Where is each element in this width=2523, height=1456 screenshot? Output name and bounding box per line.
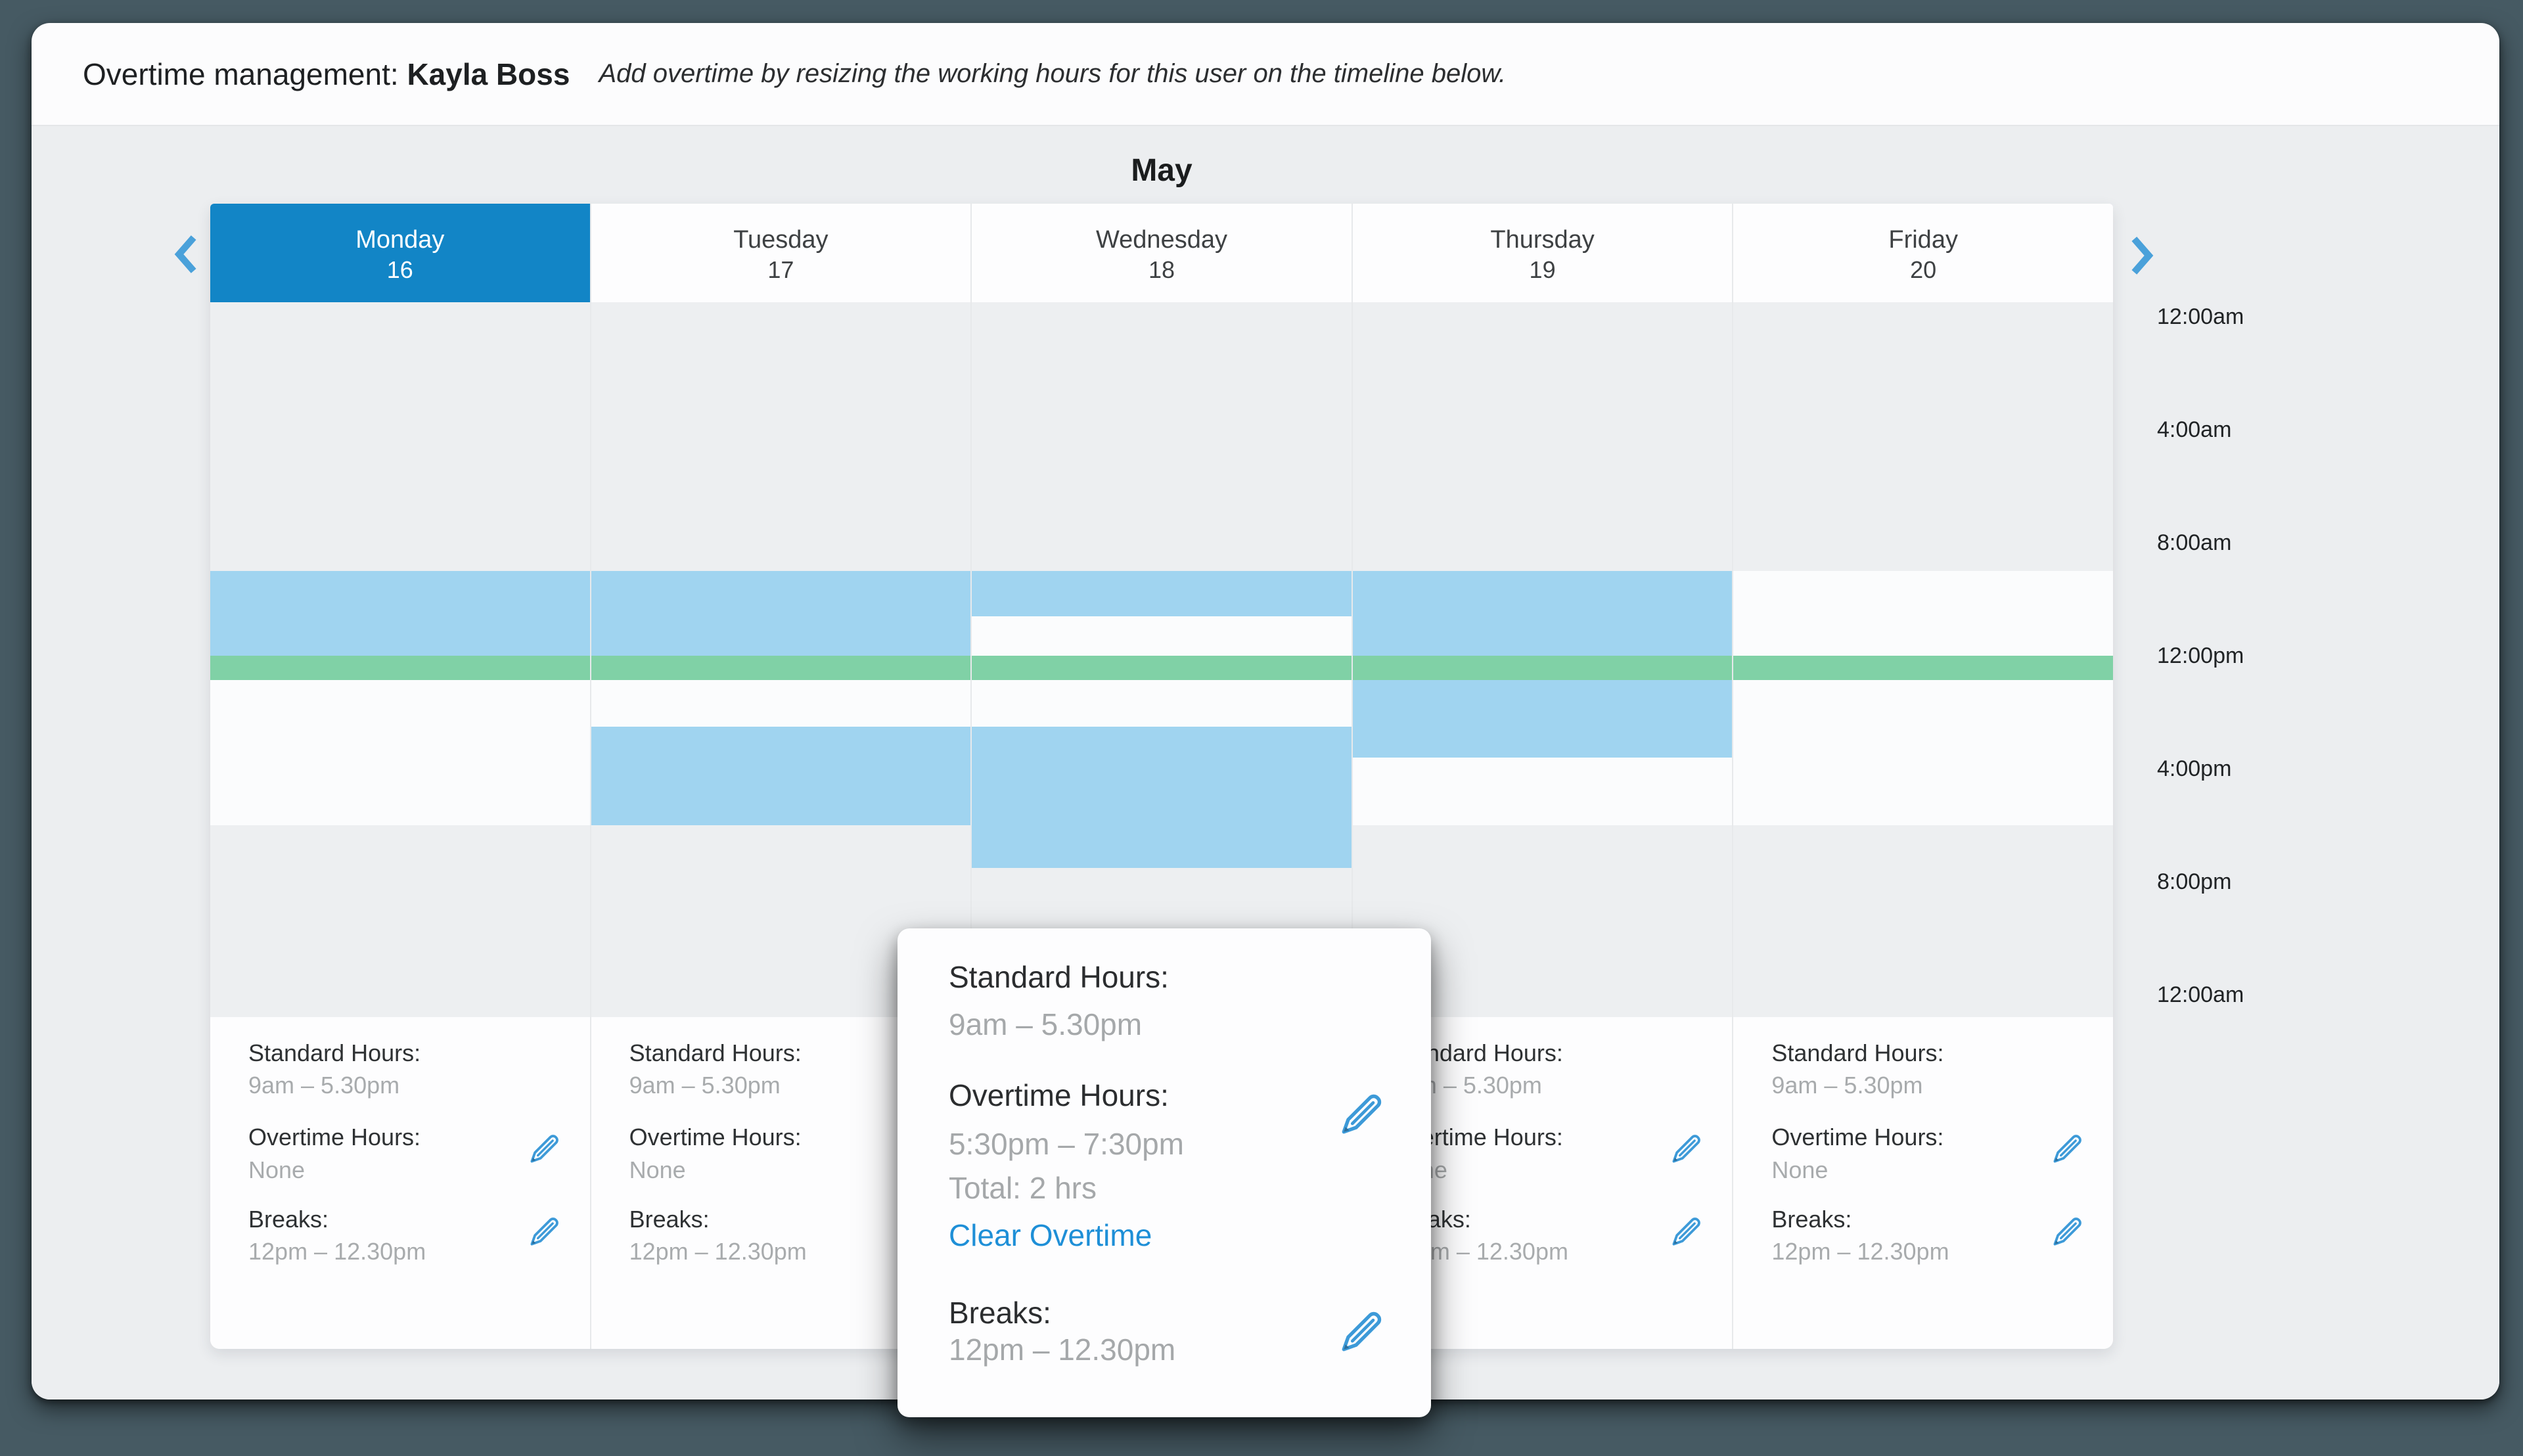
standard-hours-label: Standard Hours: <box>1771 1039 1944 1066</box>
breaks-label: Breaks: <box>629 1206 710 1233</box>
day-date: 19 <box>1529 256 1556 283</box>
overtime-hours-label: Overtime Hours: <box>629 1124 802 1150</box>
edit-breaks-pencil[interactable] <box>1668 1215 1703 1250</box>
working-hours-bar[interactable] <box>972 726 1352 868</box>
next-week-chevron-icon[interactable] <box>2130 235 2155 277</box>
standard-hours-value: 9am – 5.30pm <box>1771 1072 1923 1099</box>
day-timeline-friday[interactable] <box>1733 302 2113 1017</box>
working-hours-bar[interactable] <box>972 571 1352 616</box>
daytime-band <box>1733 571 2113 825</box>
time-axis-label: 8:00pm <box>2157 869 2232 894</box>
time-axis-label: 4:00pm <box>2157 756 2232 781</box>
popup-overtime-hours-value: 5:30pm – 7:30pm <box>949 1127 1185 1161</box>
overtime-details-popup: Standard Hours: 9am – 5.30pm Overtime Ho… <box>898 928 1431 1417</box>
day-timeline-tuesday[interactable] <box>591 302 971 1017</box>
working-hours-bar[interactable] <box>1352 679 1733 758</box>
day-date: 17 <box>767 256 794 283</box>
edit-breaks-pencil-icon[interactable] <box>1668 1215 1703 1250</box>
day-column-friday: Friday 20 Standard Hours: 9am – 5.30pm Overt… <box>1732 204 2113 1349</box>
day-name: Wednesday <box>1095 226 1227 254</box>
standard-hours-value: 9am – 5.30pm <box>248 1072 400 1099</box>
standard-hours-value: 9am – 5.30pm <box>629 1072 781 1099</box>
day-header-wednesday[interactable]: Wednesday 18 <box>972 204 1352 302</box>
edit-overtime-pencil[interactable] <box>2049 1132 2084 1168</box>
edit-overtime-pencil-icon[interactable] <box>1668 1132 1703 1168</box>
day-header-tuesday[interactable]: Tuesday 17 <box>591 204 971 302</box>
break-bar <box>1352 656 1733 680</box>
day-column-monday: Monday 16 Standard Hours: 9am – 5.30pm Overt… <box>210 204 590 1349</box>
page-title: Overtime management: Kayla Boss <box>83 57 570 92</box>
day-header-thursday[interactable]: Thursday 19 <box>1352 204 1733 302</box>
standard-hours-label: Standard Hours: <box>248 1039 421 1066</box>
edit-breaks-pencil[interactable] <box>526 1215 561 1250</box>
breaks-label: Breaks: <box>248 1206 329 1233</box>
day-details-monday: Standard Hours: 9am – 5.30pm Overtime Hour… <box>210 1017 590 1349</box>
popup-overtime-total: Total: 2 hrs <box>949 1171 1097 1205</box>
popup-breaks-value: 12pm – 12.30pm <box>949 1332 1176 1367</box>
overtime-hours-value: None <box>629 1156 686 1183</box>
time-axis-label: 12:00am <box>2157 982 2244 1007</box>
window-header: Overtime management: Kayla Boss Add over… <box>32 23 2499 126</box>
overtime-hours-label: Overtime Hours: <box>248 1124 421 1150</box>
breaks-value: 12pm – 12.30pm <box>629 1238 807 1265</box>
day-name: Friday <box>1888 226 1958 254</box>
day-timeline-wednesday[interactable] <box>972 302 1352 1017</box>
day-name: Thursday <box>1490 226 1595 254</box>
edit-overtime-pencil[interactable] <box>1668 1132 1703 1168</box>
overtime-hours-value: None <box>248 1156 306 1183</box>
standard-hours-label: Standard Hours: <box>629 1039 802 1066</box>
overtime-hours-label: Overtime Hours: <box>1771 1124 1944 1150</box>
day-name: Tuesday <box>733 226 829 254</box>
edit-overtime-pencil-icon[interactable] <box>2049 1132 2084 1168</box>
day-timeline-monday[interactable] <box>210 302 590 1017</box>
day-header-friday[interactable]: Friday 20 <box>1733 204 2113 302</box>
break-bar <box>210 656 590 680</box>
time-axis-label: 12:00am <box>2157 304 2244 329</box>
edit-overtime-pencil[interactable] <box>526 1132 561 1168</box>
month-title: May <box>1131 153 1193 188</box>
breaks-value: 12pm – 12.30pm <box>1771 1238 1949 1265</box>
day-timeline-thursday[interactable] <box>1352 302 1733 1017</box>
breaks-label: Breaks: <box>1771 1206 1852 1233</box>
popup-breaks-label: Breaks: <box>949 1296 1051 1330</box>
time-axis-label: 4:00am <box>2157 417 2232 442</box>
time-axis-label: 8:00am <box>2157 530 2232 555</box>
popup-overtime-hours-label: Overtime Hours: <box>949 1078 1169 1112</box>
employee-name: Kayla Boss <box>407 57 570 91</box>
working-hours-bar[interactable] <box>591 571 971 656</box>
working-hours-bar[interactable] <box>210 571 590 656</box>
popup-standard-hours-label: Standard Hours: <box>949 960 1169 994</box>
edit-breaks-pencil-icon[interactable] <box>526 1215 561 1250</box>
page-subtitle: Add overtime by resizing the working hou… <box>599 59 1507 88</box>
working-hours-bar[interactable] <box>1352 571 1733 656</box>
day-date: 16 <box>386 256 413 283</box>
break-bar <box>591 656 971 680</box>
edit-overtime-pencil-icon[interactable] <box>526 1132 561 1168</box>
time-axis-label: 12:00pm <box>2157 643 2244 668</box>
day-date: 18 <box>1148 256 1175 283</box>
day-details-friday: Standard Hours: 9am – 5.30pm Overtime Hour… <box>1733 1017 2113 1349</box>
overtime-hours-value: None <box>1771 1156 1829 1183</box>
day-date: 20 <box>1910 256 1937 283</box>
edit-overtime-pencil-icon[interactable] <box>1335 1091 1385 1141</box>
breaks-value: 12pm – 12.30pm <box>248 1238 426 1265</box>
edit-breaks-pencil[interactable] <box>2049 1215 2084 1250</box>
break-bar <box>972 656 1352 680</box>
clear-overtime-link[interactable]: Clear Overtime <box>949 1218 1152 1252</box>
previous-week-chevron-icon[interactable] <box>173 233 198 275</box>
edit-breaks-pencil-icon[interactable] <box>2049 1215 2084 1250</box>
working-hours-bar[interactable] <box>591 726 971 825</box>
page-title-prefix: Overtime management: <box>83 57 399 91</box>
break-bar <box>1733 656 2113 680</box>
edit-breaks-pencil-icon[interactable] <box>1335 1308 1385 1358</box>
popup-standard-hours-value: 9am – 5.30pm <box>949 1007 1143 1041</box>
day-name: Monday <box>355 226 445 254</box>
day-header-monday[interactable]: Monday 16 <box>210 204 590 302</box>
